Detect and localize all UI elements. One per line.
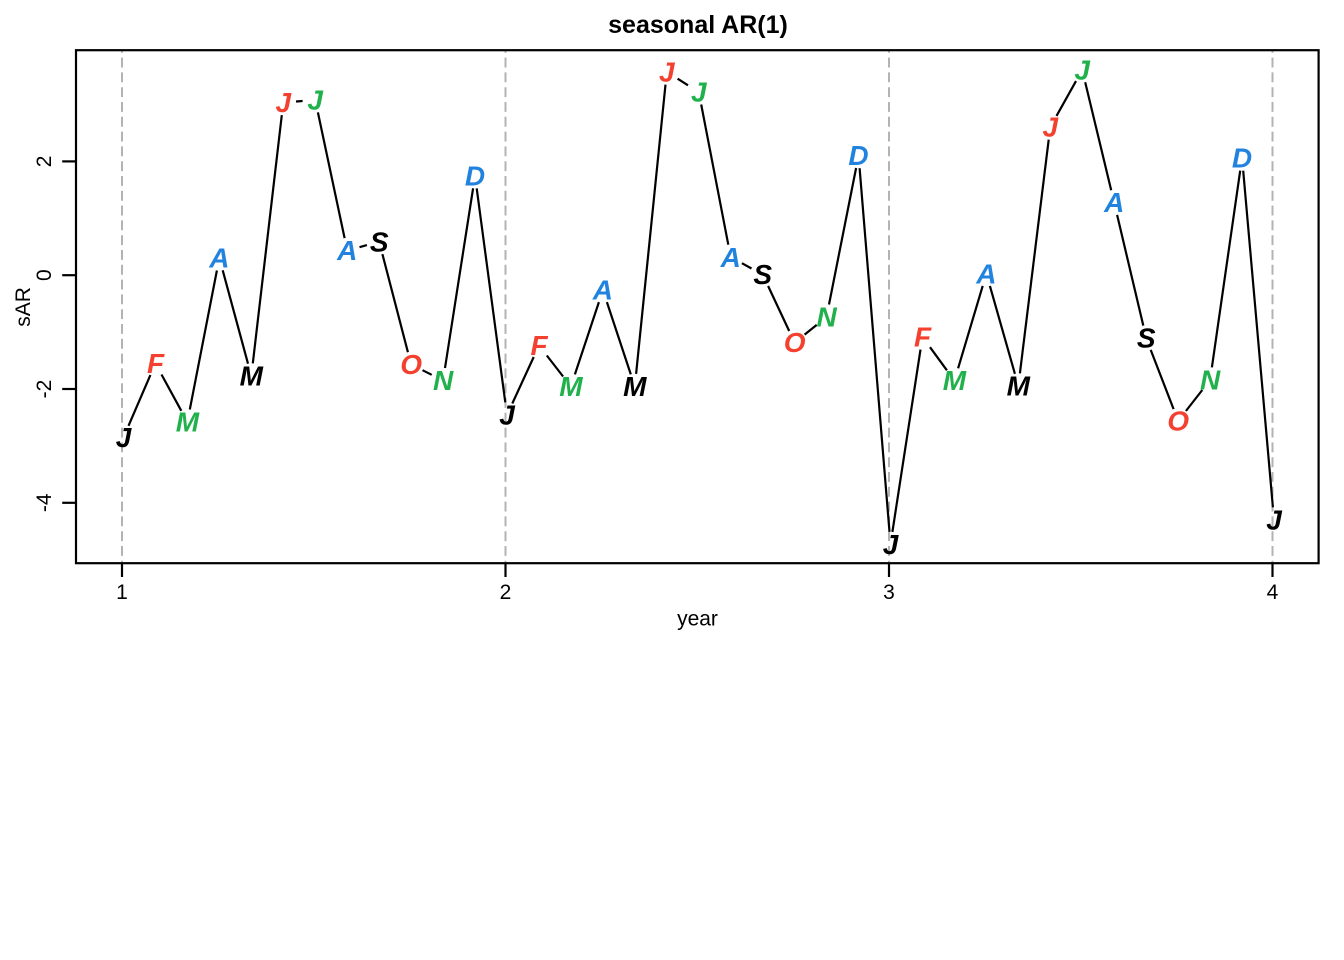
svg-text:J: J [691,77,708,108]
svg-text:J: J [659,57,676,88]
svg-text:M: M [176,407,200,438]
svg-text:A: A [1103,187,1124,218]
svg-text:N: N [1200,365,1221,396]
svg-text:sAR: sAR [12,287,35,327]
svg-text:2: 2 [33,156,56,168]
svg-text:D: D [465,161,485,192]
svg-text:J: J [883,529,900,560]
svg-text:J: J [307,85,324,116]
svg-text:A: A [208,243,229,274]
svg-text:J: J [1074,55,1091,86]
svg-text:year: year [677,608,718,631]
svg-text:A: A [592,275,613,306]
svg-text:-2: -2 [33,380,56,399]
svg-text:-4: -4 [33,493,56,512]
svg-text:S: S [1137,323,1156,354]
svg-text:D: D [1232,143,1252,174]
svg-text:J: J [116,422,133,453]
svg-text:0: 0 [33,269,56,281]
svg-text:M: M [559,371,583,402]
svg-text:M: M [240,361,264,392]
svg-text:1: 1 [116,581,128,604]
svg-text:S: S [753,259,772,290]
svg-text:4: 4 [1267,581,1279,604]
svg-text:M: M [943,365,967,396]
svg-text:N: N [433,365,454,396]
svg-text:O: O [1167,406,1189,437]
svg-text:M: M [623,371,647,402]
svg-text:F: F [914,322,932,353]
svg-text:2: 2 [500,581,512,604]
svg-text:F: F [147,348,165,379]
svg-text:O: O [400,349,422,380]
svg-text:J: J [499,400,516,431]
svg-text:seasonal AR(1): seasonal AR(1) [608,11,788,39]
svg-text:M: M [1007,371,1031,402]
svg-text:A: A [336,235,357,266]
svg-text:A: A [975,258,996,289]
svg-text:N: N [816,302,837,333]
svg-text:J: J [1266,505,1283,536]
svg-text:A: A [720,242,741,273]
svg-text:F: F [530,330,548,361]
svg-text:J: J [1043,112,1060,143]
svg-text:J: J [276,87,293,118]
svg-text:3: 3 [883,581,895,604]
svg-text:O: O [784,327,806,358]
svg-text:D: D [848,140,868,171]
svg-text:S: S [370,227,389,258]
